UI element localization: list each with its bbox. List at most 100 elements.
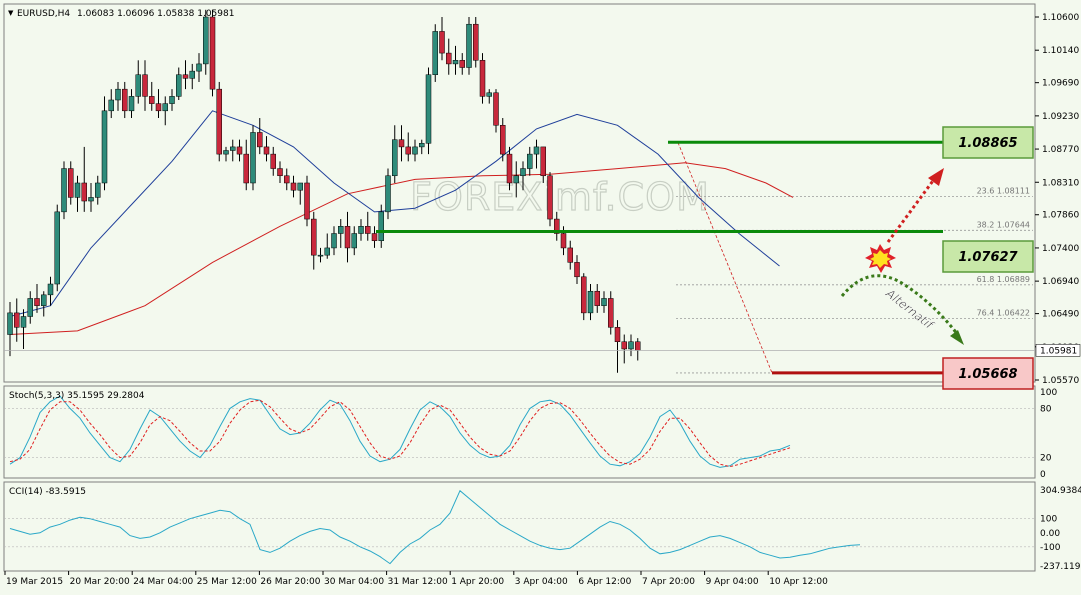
stoch-tick-label: 80 bbox=[1040, 404, 1052, 414]
candle-body bbox=[236, 146, 243, 155]
price-tick-label: 1.06490 bbox=[1042, 310, 1079, 320]
candle-body bbox=[290, 182, 297, 191]
candle-body bbox=[324, 247, 330, 256]
candle-body bbox=[351, 233, 357, 249]
candle-body bbox=[61, 168, 67, 213]
cci-panel[interactable] bbox=[3, 481, 1036, 572]
candle-body bbox=[149, 96, 155, 104]
candle-body bbox=[209, 16, 216, 90]
candle-body bbox=[155, 103, 162, 112]
candle-body bbox=[216, 88, 222, 155]
candle-body bbox=[128, 96, 135, 112]
candle-body bbox=[338, 226, 344, 234]
price-tick-label: 1.10600 bbox=[1042, 13, 1079, 23]
candle-body bbox=[270, 153, 276, 169]
candle-body bbox=[176, 74, 182, 97]
time-tick-label: 9 Apr 04:00 bbox=[706, 577, 759, 587]
candle-body bbox=[14, 312, 20, 328]
candle-body bbox=[297, 182, 303, 191]
candle-body bbox=[614, 327, 621, 343]
resistance1-label: 1.07627 bbox=[958, 250, 1018, 265]
candle-body bbox=[203, 16, 209, 65]
cci-tick-label: 100 bbox=[1040, 515, 1057, 525]
candle-body bbox=[385, 175, 391, 213]
resistance2-box[interactable]: 1.08865 bbox=[942, 126, 1034, 159]
candle-body bbox=[196, 63, 202, 72]
candle-body bbox=[432, 31, 438, 75]
candle-body bbox=[439, 31, 445, 54]
stoch-tick-label: 20 bbox=[1040, 454, 1052, 464]
candle-body bbox=[41, 294, 47, 306]
candle-body bbox=[230, 146, 236, 151]
time-tick-label: 10 Apr 12:00 bbox=[769, 577, 828, 587]
candle-body bbox=[122, 88, 128, 112]
candle-body bbox=[594, 290, 600, 306]
stoch-tick-label: 0 bbox=[1040, 470, 1046, 480]
symbol-label: EURUSD,H4 bbox=[17, 9, 70, 19]
support-label: 1.05668 bbox=[958, 367, 1017, 382]
candle-body bbox=[527, 153, 533, 169]
time-tick-label: 31 Mar 12:00 bbox=[388, 577, 448, 587]
candle-body bbox=[257, 132, 263, 148]
candlesticks bbox=[7, 9, 641, 373]
fib-label: 38.2 1.07644 bbox=[977, 220, 1030, 229]
candle-body bbox=[371, 233, 378, 241]
level-lines bbox=[376, 140, 943, 375]
candle-body bbox=[135, 74, 141, 97]
candle-body bbox=[7, 312, 13, 335]
stoch-main-line bbox=[9, 395, 791, 468]
candle-body bbox=[493, 92, 499, 126]
candle-body bbox=[284, 175, 290, 184]
candle-body bbox=[162, 103, 168, 112]
alternative-arrow-line bbox=[840, 274, 960, 336]
candle-body bbox=[635, 341, 641, 351]
price-tick-label: 1.07860 bbox=[1042, 211, 1079, 221]
resistance1-box[interactable]: 1.07627 bbox=[942, 240, 1034, 273]
time-tick-label: 19 Mar 2015 bbox=[6, 577, 63, 587]
cci-line bbox=[9, 489, 861, 565]
cci-title: CCI(14) -83.5915 bbox=[9, 487, 86, 497]
candle-body bbox=[419, 143, 425, 148]
candle-body bbox=[459, 60, 465, 68]
candle-body bbox=[378, 211, 384, 241]
candle-body bbox=[587, 290, 594, 314]
cci-tick-label: -100 bbox=[1040, 543, 1061, 553]
price-tick-label: 1.06940 bbox=[1042, 277, 1079, 287]
time-tick-label: 6 Apr 12:00 bbox=[578, 577, 631, 587]
candle-body bbox=[486, 92, 492, 97]
header-arrow-icon[interactable]: ▼ bbox=[8, 9, 14, 17]
candle-body bbox=[34, 298, 40, 306]
candle-body bbox=[398, 139, 405, 148]
price-tick-label: 1.09230 bbox=[1042, 112, 1079, 122]
stoch-title: Stoch(5,3,3) 35.1595 29.2804 bbox=[9, 391, 145, 401]
candle-body bbox=[27, 298, 33, 317]
watermark: FOREXimf.COM bbox=[410, 174, 710, 219]
candle-body bbox=[506, 153, 513, 184]
candle-body bbox=[365, 226, 371, 234]
price-tick-label: 1.09690 bbox=[1042, 79, 1079, 89]
candle-body bbox=[405, 146, 411, 155]
candle-body bbox=[554, 218, 560, 234]
candle-body bbox=[452, 60, 459, 65]
fib-label: 61.8 1.06889 bbox=[977, 275, 1030, 284]
candle-body bbox=[243, 153, 249, 184]
cci-tick-label: 304.9384 bbox=[1040, 486, 1081, 496]
breakout-star-inner-icon bbox=[870, 250, 891, 268]
stoch-panel[interactable] bbox=[3, 385, 1036, 479]
candle-body bbox=[81, 182, 87, 202]
price-tick-label: 1.08770 bbox=[1042, 145, 1079, 155]
candle-body bbox=[20, 316, 27, 328]
time-tick-label: 7 Apr 20:00 bbox=[642, 577, 695, 587]
candle-body bbox=[560, 233, 567, 249]
price-panel[interactable] bbox=[3, 3, 1036, 383]
candle-body bbox=[513, 175, 519, 184]
candle-body bbox=[311, 218, 317, 256]
price-tick-label: 1.08310 bbox=[1042, 178, 1079, 188]
candle-body bbox=[331, 233, 337, 249]
support-box[interactable]: 1.05668 bbox=[942, 357, 1034, 390]
candle-body bbox=[628, 341, 634, 350]
